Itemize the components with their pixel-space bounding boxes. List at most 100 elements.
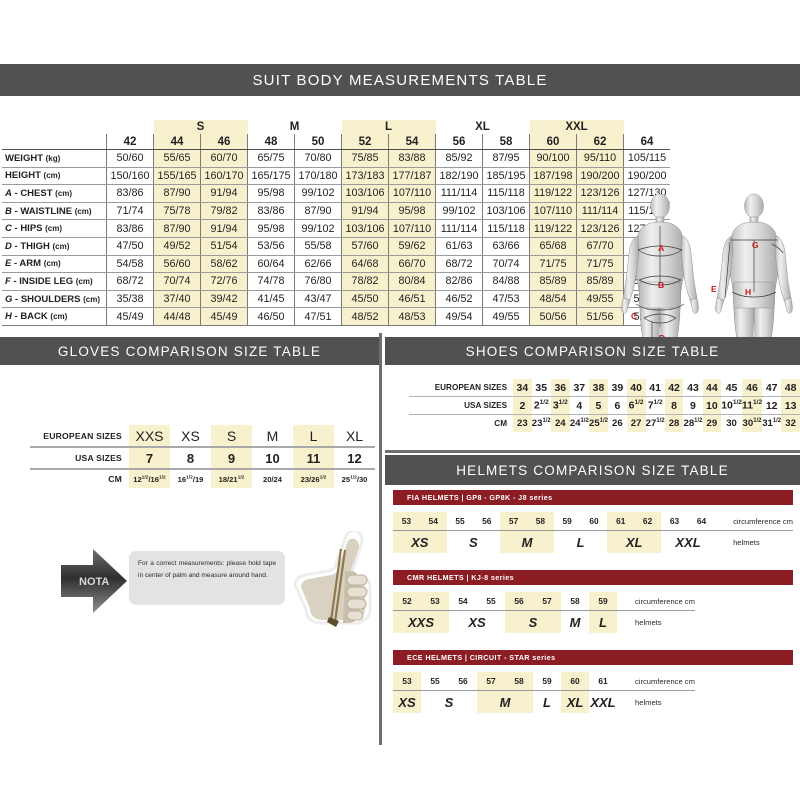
suit-measurement-cell: 87/90 (294, 202, 342, 221)
helmet-size-label: S (469, 534, 478, 550)
suit-measurement-cell: 60/64 (247, 255, 295, 274)
helmet-size-label: M (477, 690, 533, 713)
shoes-cm-size: 301/2 (741, 414, 763, 432)
helmet-size-block: 52 53 54 55 56 57 58 59 circumference cm XXS XS S M L… (393, 592, 793, 633)
gloves-table-title: GLOVES COMPARISON SIZE TABLE (57, 343, 322, 359)
helmet-size-label: XXS (393, 610, 449, 633)
shoes-cm-size: 27 (626, 414, 646, 432)
gloves-size-table: EUROPEAN SIZES XXS XS S M L XL USA SIZES 7 8 9 10 11… (30, 425, 375, 488)
suit-measurement-cell: 79/82 (200, 202, 248, 221)
suit-table-area: S M L XL XXL 42 44 46 48 50 52 54 56 58 60 62 64 WEIGHT (… (0, 96, 800, 418)
suit-measurement-cell: 84/88 (482, 272, 530, 291)
shoes-eu-size: 48 (781, 379, 800, 397)
gloves-usa-size: 10 (252, 447, 293, 470)
helmet-helmets-note: helmets (733, 537, 760, 547)
suit-measurement-cell: 182/190 (435, 167, 483, 186)
suit-row-label: HEIGHT (cm) (2, 167, 107, 186)
suit-measurement-cell: 45/49 (106, 307, 154, 326)
helmet-circumference-value: 54 (449, 592, 477, 611)
helmet-size-label: XS (393, 690, 421, 713)
suit-measurement-cell: 78/82 (341, 272, 389, 291)
suit-measurement-cell: 99/102 (435, 202, 483, 221)
helmet-helmets-note: helmets (635, 617, 662, 627)
suit-size-number: 56 (435, 134, 483, 150)
helmet-size-label: S (444, 694, 454, 710)
helmet-circumference-value: 55 (446, 512, 474, 531)
table-row: H - BACK (cm) 45/49 44/48 45/49 46/50 47/51 48… (2, 307, 670, 326)
suit-measurement-cell: 75/85 (341, 149, 389, 168)
suit-measurement-cell: 48/52 (341, 307, 389, 326)
helmet-circumference-value: 53 (421, 592, 449, 611)
shoes-cm-size: 241/2 (569, 417, 589, 430)
shoes-cm-size: 271/2 (645, 417, 665, 430)
suit-measurement-cell: 103/106 (341, 184, 389, 203)
helmet-size-label: L (543, 694, 551, 710)
gloves-cm-size: 251/2/30 (341, 474, 368, 484)
suit-measurement-cell: 47/50 (106, 237, 154, 256)
suit-measurement-cell: 50/60 (106, 149, 154, 168)
body-marker-c: C (631, 310, 638, 321)
suit-measurement-cell: 41/45 (247, 290, 295, 309)
suit-size-number: 48 (247, 134, 295, 150)
helmet-size-block: 53 55 56 57 58 59 60 61 circumference cm XS S M L XL X… (393, 672, 793, 713)
suit-measurement-cell: 187/198 (529, 167, 577, 186)
suit-measurement-cell: 39/42 (200, 290, 248, 309)
suit-measurement-cell: 50/56 (529, 307, 577, 326)
helmets-table-title-band: HELMETS COMPARISON SIZE TABLE (385, 455, 800, 485)
suit-size-number: 50 (294, 134, 342, 150)
helmet-circumference-value: 63 (660, 512, 688, 531)
shoes-usa-size: 111/2 (741, 396, 763, 415)
helmet-circumference-value: 53 (393, 672, 421, 691)
suit-measurement-cell: 60/70 (200, 149, 248, 168)
suit-measurement-cell: 35/38 (106, 290, 154, 309)
suit-measurement-cell: 115/118 (482, 219, 530, 238)
suit-measurement-cell: 87/90 (153, 184, 201, 203)
table-row: USA SIZES 2 21/2 31/2 4 5 6 61/2 71/2 8 9 10 101/2 11… (409, 396, 800, 415)
suit-measurement-cell: 111/114 (576, 202, 624, 221)
suit-measurement-cell: 64/68 (341, 255, 389, 274)
nota-text: For a correct measurements: please hold … (129, 551, 285, 605)
gloves-row-label: CM (108, 474, 122, 484)
helmet-size-table: 52 53 54 55 56 57 58 59 circumference cm XXS XS S M L… (393, 592, 695, 633)
shoes-usa-size: 10 (702, 396, 722, 415)
helmet-circumference-value: 57 (477, 672, 505, 691)
suit-measurement-cell: 165/175 (247, 167, 295, 186)
suit-measurement-cell: 71/75 (529, 255, 577, 274)
suit-measurement-cell: 95/98 (247, 184, 295, 203)
shoes-eu-size: 42 (664, 379, 684, 397)
suit-measurement-cell: 119/122 (529, 184, 577, 203)
suit-measurement-cell: 55/65 (153, 149, 201, 168)
suit-size-number: 44 (153, 134, 201, 150)
suit-measurement-cell: 119/122 (529, 219, 577, 238)
suit-size-number: 62 (576, 134, 624, 150)
shoes-cm-size: 28 (664, 414, 684, 432)
shoes-row-label: CM (494, 419, 508, 428)
suit-measurement-cell: 107/110 (388, 184, 436, 203)
suit-row-label: WEIGHT (kg) (2, 149, 107, 168)
suit-size-number: 42 (106, 134, 154, 150)
suit-measurement-cell: 70/74 (482, 255, 530, 274)
suit-size-number: 46 (200, 134, 248, 150)
suit-measurement-cell: 49/54 (435, 307, 483, 326)
suit-measurement-cell: 111/114 (435, 219, 483, 238)
helmet-circumference-value: 59 (589, 592, 617, 611)
vertical-divider (379, 333, 382, 745)
suit-size-group: XL (475, 121, 490, 133)
suit-measurement-cell: 70/74 (153, 272, 201, 291)
helmet-size-label: M (569, 614, 581, 630)
suit-measurement-cell: 54/58 (106, 255, 154, 274)
suit-measurement-cell: 45/49 (200, 307, 248, 326)
suit-row-label: E - ARM (cm) (2, 255, 107, 274)
suit-measurement-cell: 99/102 (294, 184, 342, 203)
helmet-series-label: CMR HELMETS | KJ-8 series (407, 573, 515, 582)
gloves-eu-size: M (252, 425, 293, 448)
shoes-usa-size: 61/2 (626, 396, 646, 415)
helmet-series-header: ECE HELMETS | CIRCUIT - STAR series (393, 650, 793, 665)
shoes-usa-size: 8 (664, 396, 684, 415)
suit-measurement-cell: 105/115 (623, 149, 670, 168)
table-row: XS S M L XL XXL helmets (393, 690, 695, 713)
suit-table-title-band: SUIT BODY MEASUREMENTS TABLE (0, 64, 800, 96)
helmet-size-table: 53 55 56 57 58 59 60 61 circumference cm XS S M L XL X… (393, 672, 695, 713)
